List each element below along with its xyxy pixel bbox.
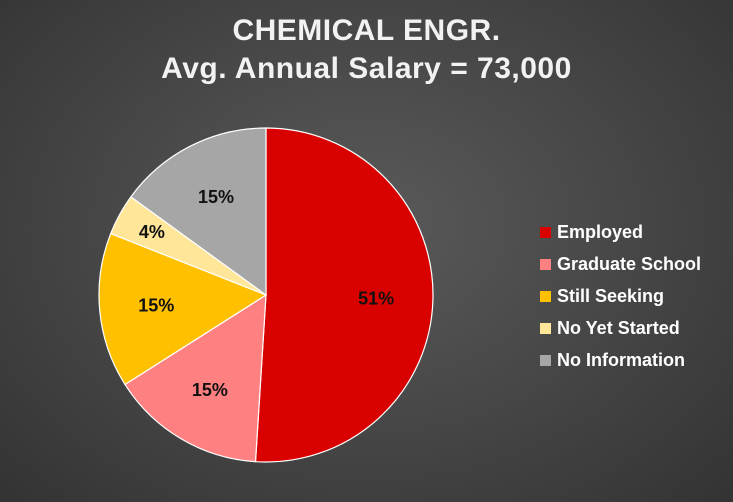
- data-label-graduate-school: 15%: [192, 380, 228, 400]
- legend-label-employed: Employed: [557, 221, 644, 242]
- legend: Employed Graduate School Still Seeking N…: [540, 216, 701, 376]
- chart-title: CHEMICAL ENGR.: [232, 14, 501, 47]
- legend-label-not-started: No Yet Started: [557, 317, 680, 338]
- legend-item-not-started: No Yet Started: [540, 312, 701, 344]
- pie-slice-no-information: [130, 127, 267, 297]
- legend-item-graduate-school: Graduate School: [540, 248, 701, 280]
- legend-item-still-seeking: Still Seeking: [540, 280, 701, 312]
- legend-label-no-information: No Information: [557, 349, 685, 370]
- legend-swatch-no-information: [540, 354, 551, 366]
- pie-slice-graduate-school: [124, 293, 267, 463]
- data-label-employed: 51%: [358, 288, 394, 308]
- chart-subtitle: Avg. Annual Salary = 73,000: [161, 52, 572, 85]
- data-label-no-information: 15%: [198, 187, 234, 207]
- data-label-still-seeking: 15%: [138, 295, 174, 315]
- pie-slice-still-seeking: [98, 232, 268, 386]
- legend-item-no-information: No Information: [540, 344, 701, 376]
- legend-label-graduate-school: Graduate School: [557, 253, 702, 274]
- legend-swatch-still-seeking: [540, 290, 551, 302]
- legend-swatch-employed: [540, 226, 551, 238]
- pie-slice-employed: [254, 127, 434, 463]
- legend-swatch-graduate-school: [540, 258, 551, 270]
- legend-item-employed: Employed: [540, 216, 701, 248]
- chart-title-block: CHEMICAL ENGR. Avg. Annual Salary = 73,0…: [0, 12, 733, 88]
- data-label-no-yet-started: 4%: [139, 222, 165, 242]
- legend-swatch-not-started: [540, 322, 551, 334]
- legend-label-still-seeking: Still Seeking: [557, 285, 665, 306]
